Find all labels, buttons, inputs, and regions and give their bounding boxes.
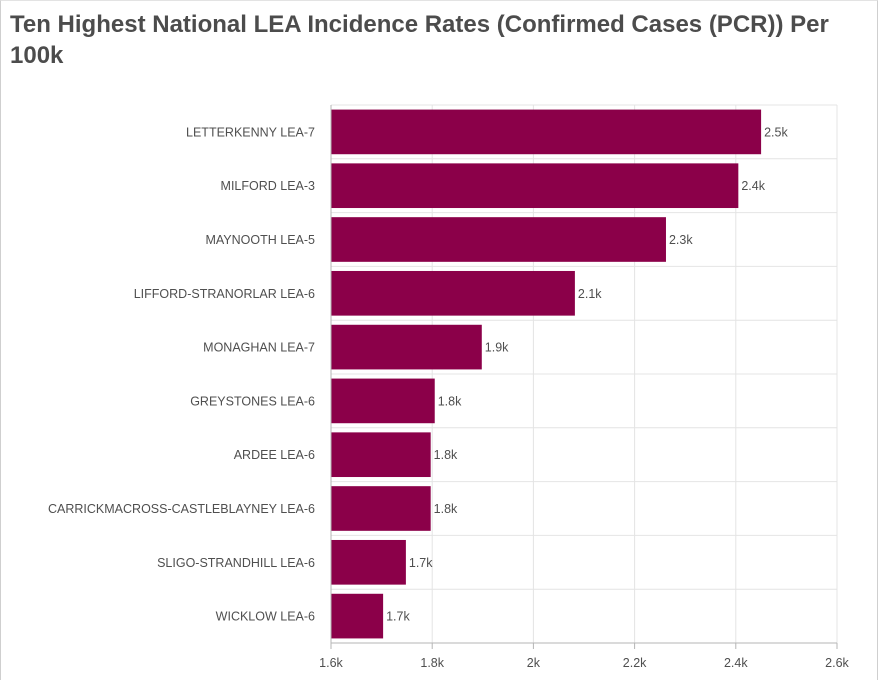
data-label: 1.9k	[485, 341, 509, 355]
bar[interactable]	[331, 432, 431, 478]
bar[interactable]	[331, 109, 762, 155]
bar[interactable]	[331, 324, 482, 370]
category-label: LETTERKENNY LEA-7	[186, 125, 315, 139]
category-label: GREYSTONES LEA-6	[190, 394, 315, 408]
data-label: 1.7k	[409, 556, 433, 570]
bar[interactable]	[331, 270, 575, 316]
bar[interactable]	[331, 163, 739, 209]
x-tick-label: 1.8k	[420, 656, 444, 670]
category-label: LIFFORD-STRANORLAR LEA-6	[134, 287, 315, 301]
data-label: 1.8k	[434, 448, 458, 462]
data-label: 2.4k	[741, 179, 765, 193]
category-label: MILFORD LEA-3	[221, 179, 316, 193]
bar[interactable]	[331, 486, 431, 531]
x-tick-label: 2k	[527, 656, 541, 670]
x-tick-label: 2.6k	[825, 656, 849, 670]
bar[interactable]	[331, 378, 435, 424]
x-tick-label: 2.4k	[724, 656, 748, 670]
bar[interactable]	[331, 593, 384, 639]
bar[interactable]	[331, 217, 666, 262]
data-label: 2.3k	[669, 233, 693, 247]
category-label: SLIGO-STRANDHILL LEA-6	[157, 556, 315, 570]
category-label: CARRICKMACROSS-CASTLEBLAYNEY LEA-6	[48, 502, 315, 516]
data-label: 1.8k	[438, 394, 462, 408]
data-label: 1.8k	[434, 502, 458, 516]
x-tick-label: 2.2k	[623, 656, 647, 670]
data-label: 1.7k	[386, 610, 410, 624]
category-label: ARDEE LEA-6	[234, 448, 315, 462]
bar[interactable]	[331, 539, 406, 585]
chart-title: Ten Highest National LEA Incidence Rates…	[10, 11, 829, 69]
data-label: 2.5k	[764, 125, 788, 139]
data-label: 2.1k	[578, 287, 602, 301]
category-label: MAYNOOTH LEA-5	[205, 233, 315, 247]
x-tick-label: 1.6k	[319, 656, 343, 670]
category-label: MONAGHAN LEA-7	[203, 341, 315, 355]
category-label: WICKLOW LEA-6	[216, 610, 315, 624]
